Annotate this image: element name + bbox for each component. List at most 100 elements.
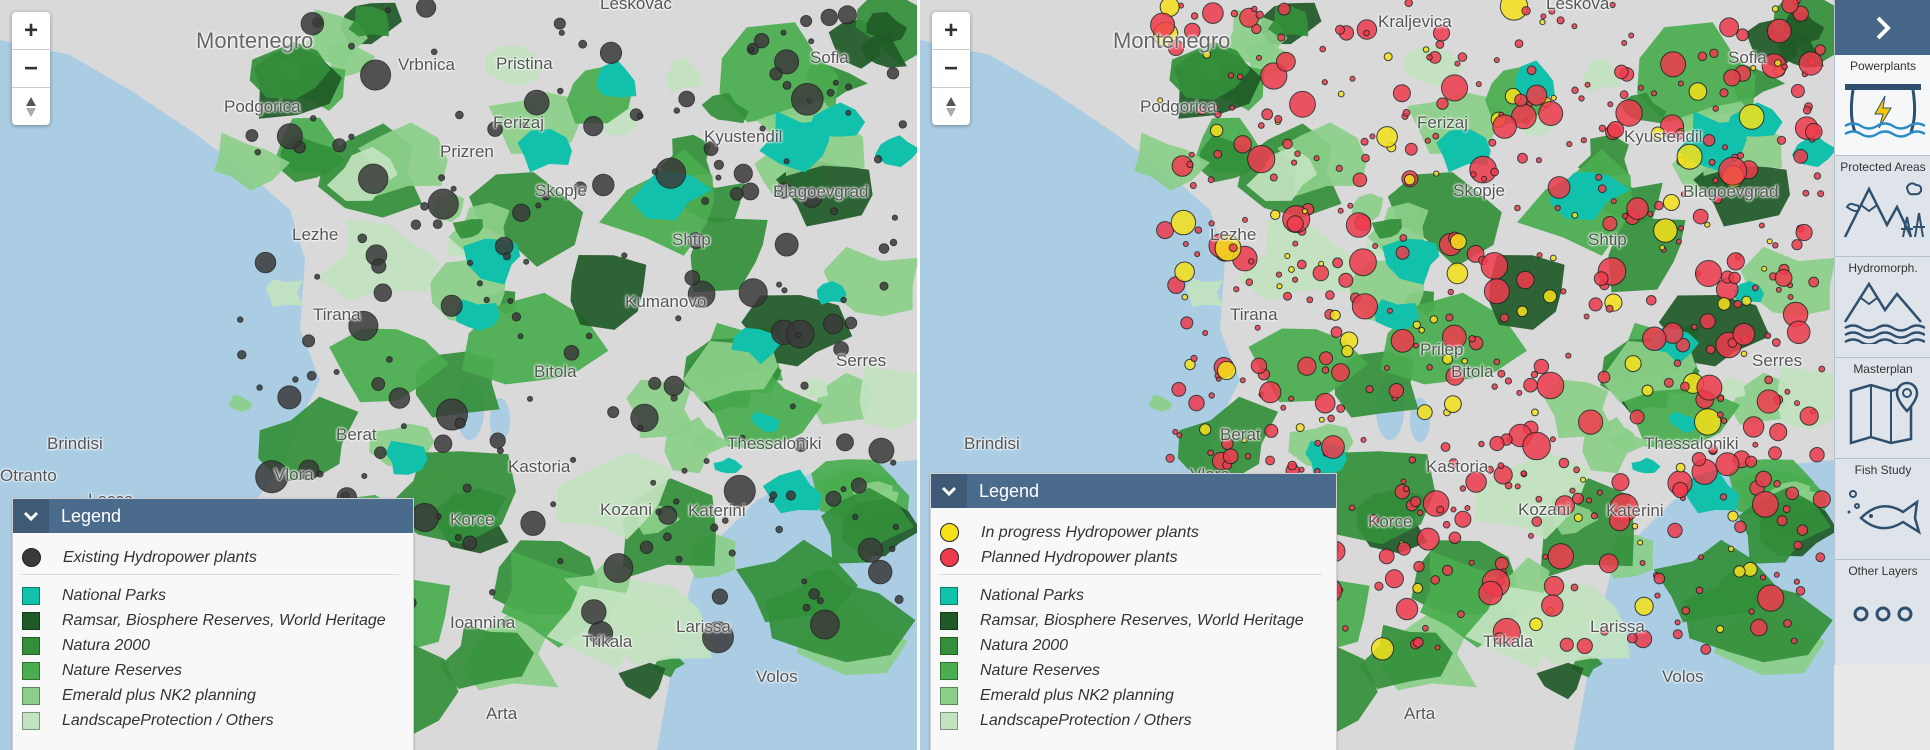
hydropower-plant-marker [1412, 320, 1421, 329]
hydropower-plant-marker [1493, 57, 1500, 64]
hydropower-plant-marker [1292, 240, 1299, 247]
hydropower-plant-marker [1692, 208, 1709, 225]
hydropower-dam-icon [1844, 84, 1925, 138]
hydropower-plant-marker [1384, 569, 1404, 589]
hydropower-plant-marker [1719, 17, 1739, 38]
protected-area [546, 585, 679, 670]
legend-collapse-button[interactable] [931, 474, 967, 508]
place-label-blagoevgrad: Blagoevgrad [773, 182, 869, 201]
hydropower-plant-marker [333, 369, 340, 375]
hydropower-plant-marker [1713, 195, 1723, 204]
hydropower-plant-marker [1570, 583, 1579, 592]
hydropower-plant-marker [1750, 65, 1757, 72]
hydropower-plant-marker [801, 187, 823, 208]
hydropower-plant-marker [894, 594, 904, 604]
place-label-kraljevica: Kraljevica [1378, 12, 1452, 31]
legend-item-planned: Planned Hydropower plants [931, 545, 1336, 570]
hydropower-plant-marker [1609, 1, 1616, 9]
protected-area [1653, 539, 1776, 623]
hydropower-plant-marker [410, 503, 440, 532]
protected-area [249, 41, 331, 100]
left-map[interactable]: Montenegro Podgorica Pristina Ferizaj Sk… [0, 0, 917, 750]
protected-area [859, 365, 917, 430]
hydropower-plant-marker [1756, 389, 1781, 414]
protected-area [1169, 41, 1251, 100]
hydropower-plant-marker [1321, 79, 1328, 86]
hydropower-plant-marker [1422, 490, 1450, 517]
hydropower-plant-marker [1641, 384, 1654, 397]
hydropower-plant-marker [889, 238, 898, 247]
hydropower-plant-marker [1481, 175, 1488, 182]
hydropower-plant-marker [1597, 370, 1611, 384]
hydropower-plant-marker [1560, 288, 1567, 295]
hydropower-plant-marker [1695, 586, 1704, 595]
hydropower-plant-marker [483, 296, 490, 304]
hydropower-plant-marker [1383, 365, 1390, 371]
hydropower-plant-marker [840, 296, 847, 304]
hydropower-plant-marker [254, 149, 261, 156]
hydropower-plant-marker [430, 48, 438, 56]
sidebar-item-other-layers[interactable]: Other Layers [1835, 560, 1930, 660]
protected-area [348, 6, 389, 37]
hydropower-plant-marker [730, 187, 744, 201]
hydropower-plant-marker [1426, 54, 1433, 61]
hydropower-plant-marker [1526, 65, 1537, 76]
protected-area [776, 158, 873, 227]
hydropower-plant-marker [1702, 134, 1716, 147]
left-zoom-control: + − [12, 12, 50, 125]
reset-north-button[interactable] [932, 88, 970, 125]
hydropower-plant-marker [1468, 335, 1476, 343]
hydropower-plant-marker [1795, 586, 1806, 596]
hydropower-plant-marker [1434, 644, 1441, 651]
sidebar-item-powerplants[interactable]: Powerplants [1835, 55, 1930, 156]
left-map-canvas[interactable] [0, 0, 917, 750]
hydropower-plant-marker [1742, 416, 1765, 438]
reset-north-button[interactable] [12, 88, 50, 125]
sidebar-toggle-button[interactable] [1835, 0, 1930, 55]
hydropower-plant-marker [1376, 126, 1398, 148]
hydropower-plant-marker [1637, 539, 1644, 546]
hydropower-plant-marker [1319, 45, 1327, 53]
hydropower-plant-marker [1276, 283, 1283, 290]
right-map[interactable]: Montenegro Podgorica Skopje Ferizaj Kyus… [920, 0, 1834, 750]
hydropower-plant-marker [1301, 208, 1308, 215]
hydropower-plant-marker [1150, 12, 1176, 38]
zoom-out-button[interactable]: − [12, 50, 50, 88]
hydropower-plant-marker [1275, 271, 1283, 278]
hydropower-plant-marker [1536, 252, 1543, 259]
hydropower-plant-marker [1808, 276, 1820, 288]
hydropower-plant-marker [1748, 608, 1755, 615]
hydropower-plant-marker [1727, 545, 1735, 553]
national-park-area [713, 457, 743, 474]
hydropower-plant-marker [1361, 153, 1370, 163]
protected-area [1693, 158, 1790, 227]
sidebar-item-fish-study[interactable]: Fish Study [1835, 459, 1930, 560]
zoom-in-button[interactable]: + [12, 12, 50, 50]
planned-plant-marker-icon [940, 548, 959, 567]
hydropower-plant-marker [1776, 135, 1787, 145]
hydropower-plant-marker [808, 38, 815, 45]
hydropower-plant-marker [1217, 360, 1237, 381]
hydropower-plant-marker [1265, 455, 1276, 466]
sidebar-item-hydromorph[interactable]: Hydromorph. [1835, 257, 1930, 358]
hydropower-plant-marker [687, 280, 716, 309]
hydropower-plant-marker [1441, 324, 1467, 350]
protected-area [1717, 568, 1766, 601]
hydropower-plant-marker [1497, 369, 1506, 378]
place-label-montenegro: Montenegro [1113, 28, 1231, 53]
hydropower-plant-marker [462, 535, 478, 551]
zoom-in-button[interactable]: + [932, 12, 970, 50]
sidebar-item-masterplan[interactable]: Masterplan [1835, 358, 1930, 459]
protected-area [735, 539, 858, 623]
hydropower-plant-marker [455, 110, 464, 120]
hydropower-plant-marker [1499, 313, 1510, 323]
legend-collapse-button[interactable] [13, 499, 49, 533]
hydropower-plant-marker [1335, 164, 1343, 172]
hydropower-plant-marker [373, 283, 392, 302]
hydropower-plant-marker [1535, 495, 1543, 503]
hydropower-plant-marker [1539, 19, 1546, 26]
place-label-arta: Arta [1404, 704, 1436, 723]
sidebar-item-protected-areas[interactable]: Protected Areas [1835, 156, 1930, 257]
hydropower-plant-marker [1805, 122, 1823, 141]
zoom-out-button[interactable]: − [932, 50, 970, 88]
